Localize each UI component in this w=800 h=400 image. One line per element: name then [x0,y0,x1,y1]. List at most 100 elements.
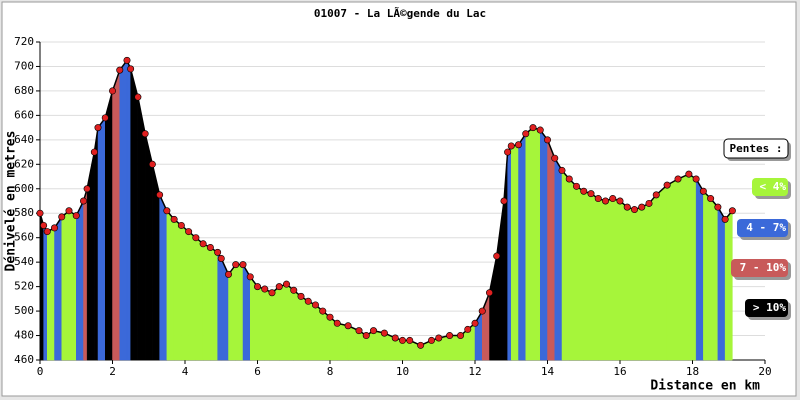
y-tick-label: 480 [14,329,34,342]
slope-segment [181,224,189,361]
legend-swatch [745,299,788,317]
point [163,207,171,215]
point [199,240,207,248]
x-tick-label: 12 [468,365,481,378]
point [514,141,522,149]
point [90,148,98,156]
legend-label: > 10% [753,301,786,314]
slope-segment [293,289,302,361]
point [616,197,624,205]
slope-segment [61,210,70,361]
slope-segment [264,288,273,361]
point [471,319,479,327]
slope-segment [279,283,287,361]
slope-segment [641,203,650,361]
point [427,336,435,344]
point [43,228,51,236]
point [268,289,276,297]
point [536,126,544,134]
point [261,285,269,293]
slope-segment [677,173,690,361]
slope-segment [518,132,526,361]
point [170,215,178,223]
point [185,228,193,236]
point [326,313,334,321]
slope-segment [47,227,55,361]
slope-segment [532,127,541,361]
y-tick-label: 540 [14,255,34,268]
x-tick-label: 10 [396,365,409,378]
point [652,191,660,199]
slope-segment [583,190,592,361]
point [478,307,486,315]
x-tick-label: 2 [109,365,116,378]
slope-segment [173,218,182,361]
point [630,206,638,214]
legend-label: < 4% [760,180,787,193]
point [529,124,537,132]
point [493,252,501,260]
point [355,327,363,335]
slope-segment [590,193,599,361]
slope-segment [228,263,236,361]
slope-segment [449,335,461,361]
point [714,203,722,211]
slope-segment [217,251,222,361]
slope-segment [605,198,613,361]
point [217,254,225,262]
y-tick-label: 620 [14,157,34,170]
y-tick-label: 580 [14,206,34,219]
x-tick-label: 16 [613,365,626,378]
slope-segment [39,213,44,361]
slope-segment [695,178,704,361]
point [551,154,559,162]
point [148,160,156,168]
slope-segment [619,200,628,361]
slope-segment [235,264,244,361]
point [645,199,653,207]
slope-segment [598,198,606,361]
point [369,327,377,335]
slope-segment [188,231,197,361]
point [239,261,247,269]
point [65,207,73,215]
y-tick-label: 460 [14,353,34,366]
slope-segment [525,127,534,361]
point [304,297,312,305]
point [728,207,736,215]
slope-segment [308,300,316,361]
slope-segment [511,144,519,361]
x-tick-label: 4 [182,365,189,378]
point [80,197,88,205]
point [282,280,290,288]
point [485,289,493,297]
y-tick-label: 720 [14,35,34,48]
point [206,243,214,251]
slope-segment [703,190,711,361]
point [692,175,700,183]
point [558,166,566,174]
point [721,215,729,223]
x-tick-label: 0 [37,365,44,378]
point [214,248,222,256]
point [601,197,609,205]
point [127,65,135,73]
slope-segment [119,59,128,361]
y-tick-label: 600 [14,182,34,195]
point [319,307,327,315]
point [362,332,370,340]
point [572,182,580,190]
point [254,283,262,291]
point [290,286,298,294]
point [663,181,671,189]
legend-label: 7 - 10% [740,261,787,274]
slope-segment [68,210,77,361]
slope-segment [83,188,88,361]
point [40,221,48,229]
point [504,148,512,156]
point [398,336,406,344]
legend-title-box [723,138,789,159]
point [36,209,44,217]
legend-swatch [737,219,788,237]
